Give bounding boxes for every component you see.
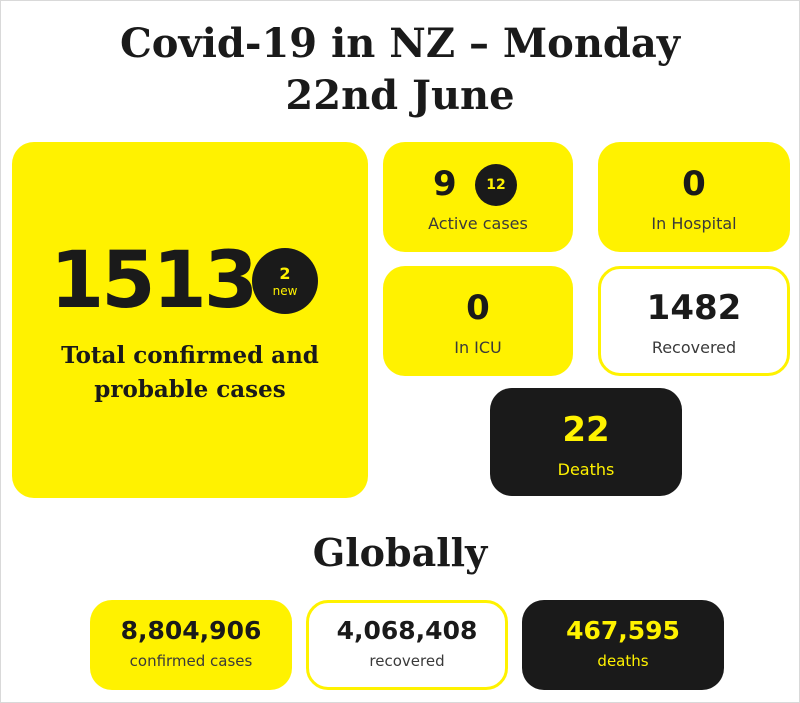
hospital-card: 0 In Hospital [598,142,790,252]
global-deaths-label: deaths [597,652,649,670]
deaths-value: 22 [562,410,610,450]
global-deaths-value: 467,595 [566,616,680,645]
global-deaths-card: 467,595 deaths [522,600,724,690]
icu-label: In ICU [454,338,502,357]
new-cases-label: new [272,283,298,298]
total-cases-card: 1513 2 new Total confirmed and probable … [12,142,368,498]
active-cases-value: 9 [433,164,457,204]
global-recovered-label: recovered [369,652,445,670]
hospital-value: 0 [682,164,706,204]
globally-heading: Globally [312,530,488,575]
recovered-label: Recovered [651,338,737,357]
total-cases-label-line1: Total confirmed and [61,342,319,369]
total-cases-value: 1513 [50,236,258,326]
global-recovered-card: 4,068,408 recovered [306,600,508,690]
recovered-value: 1482 [646,288,742,328]
total-cases-label-line2: probable cases [94,376,286,403]
active-cases-card: 9 12 Active cases [383,142,573,252]
deaths-label: Deaths [557,460,615,479]
global-confirmed-card: 8,804,906 confirmed cases [90,600,292,690]
global-confirmed-label: confirmed cases [129,652,253,670]
new-cases-count: 2 [279,263,291,283]
hospital-label: In Hospital [651,214,737,233]
active-cases-label: Active cases [428,214,528,233]
global-recovered-value: 4,068,408 [336,616,478,645]
icu-value: 0 [466,288,490,328]
active-cases-badge-value: 12 [486,177,506,193]
new-cases-badge: 2 new [252,248,318,314]
global-confirmed-value: 8,804,906 [120,616,262,645]
recovered-card: 1482 Recovered [598,266,790,376]
page-title: Covid-19 in NZ – Monday 22nd June [119,20,681,119]
active-cases-badge: 12 [475,164,517,206]
icu-card: 0 In ICU [383,266,573,376]
deaths-card: 22 Deaths [490,388,682,496]
